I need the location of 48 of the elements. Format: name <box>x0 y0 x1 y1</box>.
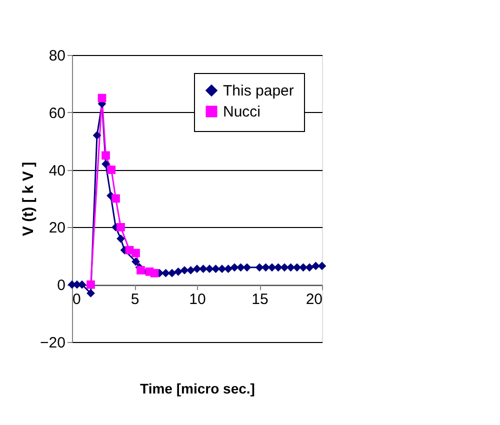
y-tick-label: 40 <box>48 162 66 180</box>
point <box>262 263 270 272</box>
x-tick-label: 0 <box>72 291 81 308</box>
point <box>305 263 314 272</box>
y-tick-label: 80 <box>48 48 66 64</box>
point <box>92 131 102 140</box>
point <box>242 263 252 272</box>
y-tick-label: 0 <box>57 277 66 294</box>
x-axis-title: Time [micro sec.] <box>140 380 255 396</box>
point <box>230 263 239 272</box>
point <box>174 268 182 276</box>
point <box>268 263 276 272</box>
point <box>168 268 176 278</box>
point <box>299 263 308 272</box>
x-tick-label: 10 <box>189 291 206 308</box>
x-tick-label: 20 <box>306 291 322 308</box>
point <box>292 263 302 272</box>
point <box>107 166 116 174</box>
y-tick-label: 60 <box>48 104 66 122</box>
point <box>224 264 232 273</box>
point <box>199 264 208 273</box>
y-tick-label: 20 <box>48 220 66 237</box>
point <box>132 257 140 266</box>
point <box>318 262 326 270</box>
point <box>274 263 282 272</box>
legend-label: This paper <box>223 82 294 100</box>
point <box>162 268 170 278</box>
point <box>132 248 140 258</box>
point <box>136 266 145 274</box>
y-axis-title: V (t) [ k V ] <box>20 162 38 236</box>
y-tick-label: −20 <box>40 334 66 352</box>
x-tick-label: 5 <box>130 291 140 308</box>
point <box>212 264 220 273</box>
legend-label: Nucci <box>223 104 261 120</box>
point <box>255 263 264 272</box>
point <box>116 223 125 232</box>
point <box>86 289 95 298</box>
point <box>116 234 125 243</box>
point <box>280 263 289 272</box>
point <box>86 280 95 289</box>
point <box>112 194 120 203</box>
point <box>102 151 110 160</box>
point <box>236 263 245 272</box>
point <box>312 262 320 270</box>
point <box>186 266 195 274</box>
x-tick-label: 15 <box>252 291 268 308</box>
point <box>98 94 106 102</box>
point <box>286 263 295 272</box>
